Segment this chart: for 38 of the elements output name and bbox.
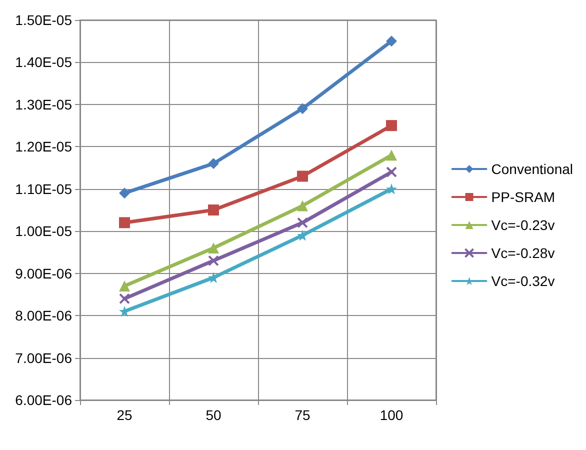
x-tick-label: 75 [294, 407, 310, 423]
y-tick-label: 1.00E-05 [15, 223, 72, 240]
y-tick-label: 8.00E-06 [15, 308, 72, 324]
point [208, 272, 219, 284]
point [386, 120, 397, 132]
x-tick-label: 100 [380, 407, 404, 423]
point [386, 36, 397, 47]
point [208, 255, 219, 266]
x-tick-label: 25 [116, 407, 132, 423]
legend-label: Vc=-0.28v [491, 245, 555, 261]
legend-label: Conventional [491, 161, 574, 177]
x-tick-label: 50 [206, 407, 222, 423]
y-tick-label: 1.40E-05 [15, 54, 72, 70]
legend-label: PP-SRAM [491, 189, 556, 205]
y-tick-label: 1.50E-05 [15, 12, 72, 28]
y-tick-label: 1.20E-05 [15, 138, 72, 155]
point [297, 230, 308, 241]
point [119, 280, 130, 292]
point [297, 217, 308, 228]
point [297, 200, 308, 212]
point [119, 188, 130, 199]
point [386, 166, 397, 178]
legend-label: Vc=-0.23v [491, 217, 555, 233]
y-tick-label: 6.00E-06 [15, 392, 72, 408]
point [208, 242, 219, 254]
point [297, 103, 308, 114]
legend-label: Vc=-0.32v [491, 273, 555, 289]
point [297, 170, 308, 182]
y-tick-label: 9.00E-06 [15, 265, 72, 282]
y-tick-label: 1.10E-05 [15, 180, 72, 197]
point [208, 158, 219, 170]
y-tick-label: 1.30E-05 [15, 96, 72, 112]
point [119, 293, 130, 304]
point [208, 204, 219, 216]
point [386, 183, 397, 194]
y-tick-label: 7.00E-06 [15, 350, 72, 366]
point [119, 217, 130, 228]
point [386, 150, 397, 161]
